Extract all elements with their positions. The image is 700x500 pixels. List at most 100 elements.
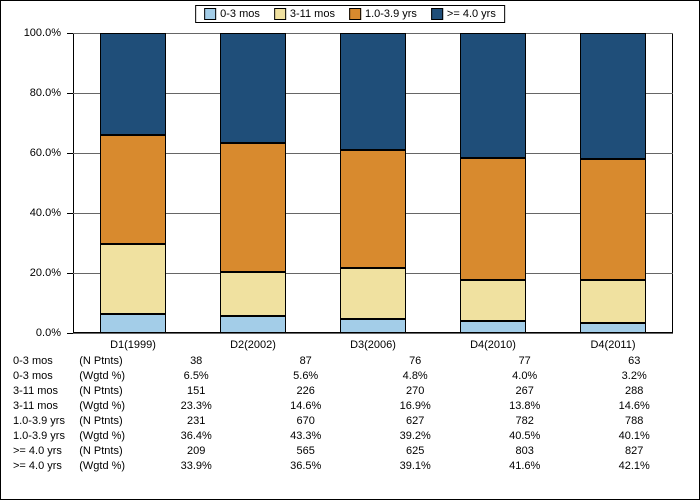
legend-item: >= 4.0 yrs — [431, 8, 496, 20]
table-cell: 565 — [251, 443, 361, 458]
table-cell: 39.1% — [360, 458, 470, 473]
bar-segment — [100, 33, 166, 135]
bar — [100, 33, 166, 333]
row-header-right: (Wgtd %) — [77, 368, 141, 383]
table-cell: 16.9% — [360, 398, 470, 413]
table-cell: 231 — [141, 413, 251, 428]
x-category-label: D4(2011) — [590, 339, 635, 351]
row-header-right: (N Ptnts) — [77, 353, 141, 368]
y-tick-label: 20.0% — [30, 267, 61, 279]
table-cell: 38 — [141, 353, 251, 368]
bar-segment — [460, 280, 526, 321]
legend-label: 1.0-3.9 yrs — [365, 8, 417, 20]
table-cell: 23.3% — [141, 398, 251, 413]
table-cell: 77 — [470, 353, 580, 368]
table-row: >= 4.0 yrs(N Ptnts)209565625803827 — [13, 443, 689, 458]
row-header-left: >= 4.0 yrs — [13, 458, 77, 473]
plot-area: 0.0%20.0%40.0%60.0%80.0%100.0% D1(1999)D… — [73, 33, 673, 333]
table-cell: 14.6% — [251, 398, 361, 413]
table-row: 3-11 mos(Wgtd %)23.3%14.6%16.9%13.8%14.6… — [13, 398, 689, 413]
table-cell: 782 — [470, 413, 580, 428]
legend-item: 3-11 mos — [274, 8, 335, 20]
x-category-label: D2(2002) — [230, 339, 276, 351]
legend-item: 0-3 mos — [204, 8, 260, 20]
legend-label: 0-3 mos — [220, 8, 260, 20]
legend-swatch — [431, 8, 443, 20]
bar-segment — [340, 150, 406, 268]
row-header-right: (N Ptnts) — [77, 383, 141, 398]
bar-segment — [220, 143, 286, 273]
table-cell: 827 — [579, 443, 689, 458]
bar-segment — [220, 316, 286, 333]
table-row: 0-3 mos(Wgtd %)6.5%5.6%4.8%4.0%3.2% — [13, 368, 689, 383]
table-cell: 41.6% — [470, 458, 580, 473]
table-row: 1.0-3.9 yrs(Wgtd %)36.4%43.3%39.2%40.5%4… — [13, 428, 689, 443]
bar-segment — [220, 33, 286, 143]
bar-segment — [100, 135, 166, 244]
data-table: 0-3 mos(N Ptnts)38877677630-3 mos(Wgtd %… — [13, 353, 689, 473]
table-cell: 63 — [579, 353, 689, 368]
table-cell: 226 — [251, 383, 361, 398]
bar-segment — [220, 272, 286, 316]
y-tick-label: 100.0% — [24, 27, 61, 39]
y-tick-mark — [67, 333, 73, 334]
table-cell: 803 — [470, 443, 580, 458]
bar-segment — [580, 323, 646, 333]
legend-label: 3-11 mos — [290, 8, 335, 20]
table-cell: 3.2% — [579, 368, 689, 383]
y-tick-label: 0.0% — [36, 327, 61, 339]
row-header-left: 3-11 mos — [13, 398, 77, 413]
table-cell: 270 — [360, 383, 470, 398]
table-cell: 4.8% — [360, 368, 470, 383]
table-cell: 670 — [251, 413, 361, 428]
legend: 0-3 mos 3-11 mos 1.0-3.9 yrs >= 4.0 yrs — [195, 5, 505, 23]
table-row: 1.0-3.9 yrs(N Ptnts)231670627782788 — [13, 413, 689, 428]
table-cell: 42.1% — [579, 458, 689, 473]
x-category-label: D1(1999) — [110, 339, 156, 351]
table-cell: 87 — [251, 353, 361, 368]
table-cell: 40.1% — [579, 428, 689, 443]
table-cell: 43.3% — [251, 428, 361, 443]
row-header-right: (Wgtd %) — [77, 458, 141, 473]
table-cell: 5.6% — [251, 368, 361, 383]
bar-segment — [340, 268, 406, 319]
x-category-label: D3(2006) — [350, 339, 396, 351]
row-header-left: >= 4.0 yrs — [13, 443, 77, 458]
bar-segment — [580, 33, 646, 159]
y-tick-label: 40.0% — [30, 207, 61, 219]
table-cell: 209 — [141, 443, 251, 458]
table-cell: 36.5% — [251, 458, 361, 473]
row-header-left: 0-3 mos — [13, 353, 77, 368]
bar-segment — [580, 280, 646, 324]
table-cell: 788 — [579, 413, 689, 428]
table-row: 0-3 mos(N Ptnts)3887767763 — [13, 353, 689, 368]
row-header-left: 0-3 mos — [13, 368, 77, 383]
table-cell: 625 — [360, 443, 470, 458]
legend-swatch — [349, 8, 361, 20]
table-cell: 40.5% — [470, 428, 580, 443]
y-tick-label: 60.0% — [30, 147, 61, 159]
bar-segment — [340, 319, 406, 333]
bar — [580, 33, 646, 333]
table-cell: 36.4% — [141, 428, 251, 443]
row-header-right: (Wgtd %) — [77, 428, 141, 443]
table-cell: 14.6% — [579, 398, 689, 413]
table-cell: 151 — [141, 383, 251, 398]
table-cell: 76 — [360, 353, 470, 368]
row-header-right: (Wgtd %) — [77, 398, 141, 413]
bar — [220, 33, 286, 333]
bar-segment — [460, 158, 526, 280]
row-header-left: 1.0-3.9 yrs — [13, 428, 77, 443]
bar-segment — [100, 314, 166, 333]
bar-segment — [460, 33, 526, 158]
bar — [340, 33, 406, 333]
legend-label: >= 4.0 yrs — [447, 8, 496, 20]
bar-segment — [340, 33, 406, 150]
row-header-right: (N Ptnts) — [77, 443, 141, 458]
bars — [73, 33, 673, 333]
table-row: 3-11 mos(N Ptnts)151226270267288 — [13, 383, 689, 398]
bar-segment — [100, 244, 166, 314]
table-cell: 288 — [579, 383, 689, 398]
table-cell: 13.8% — [470, 398, 580, 413]
row-header-left: 3-11 mos — [13, 383, 77, 398]
